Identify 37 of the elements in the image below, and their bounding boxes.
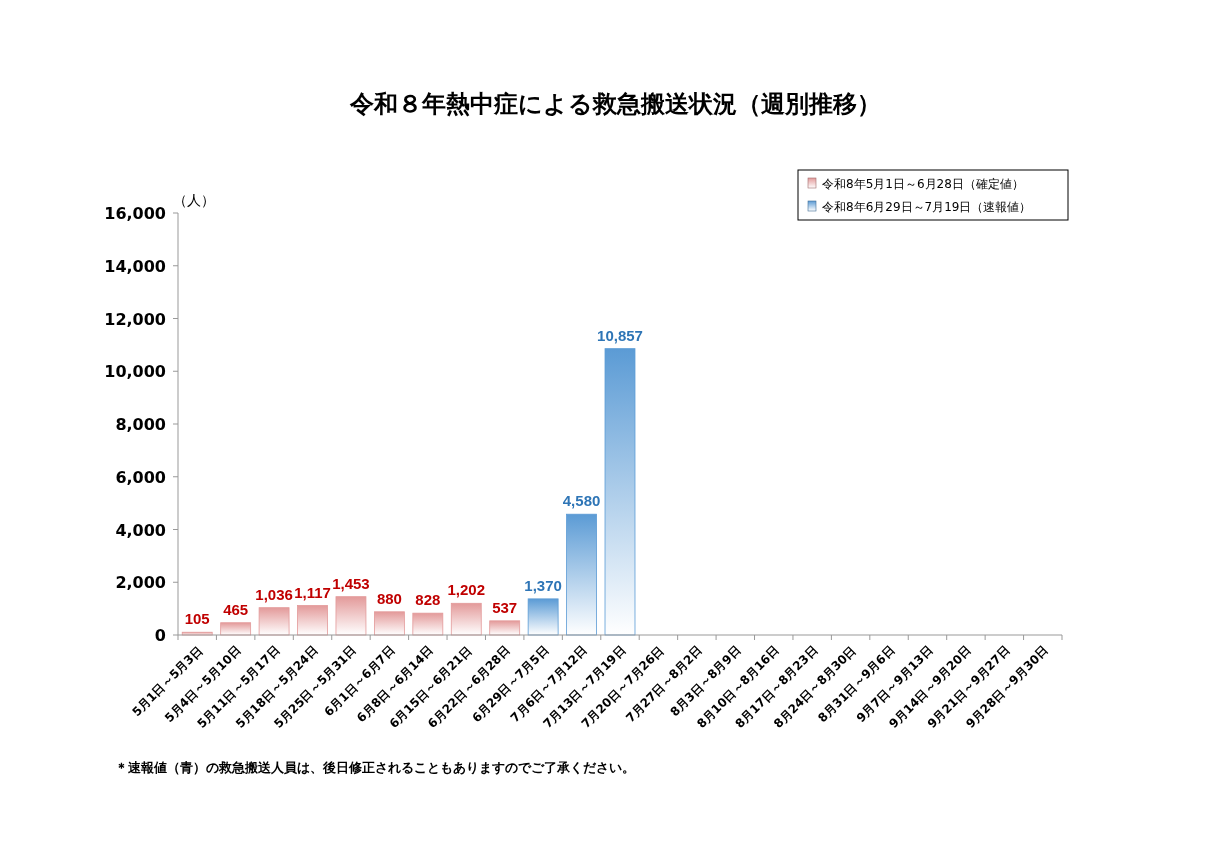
data-label: 1,117 bbox=[294, 583, 331, 601]
bar bbox=[489, 620, 521, 636]
y-tick-label: 6,000 bbox=[115, 467, 166, 487]
data-label: 1,370 bbox=[524, 576, 562, 594]
bar bbox=[297, 605, 328, 636]
bar bbox=[450, 602, 482, 636]
data-label: 1,453 bbox=[332, 574, 370, 592]
data-label: 828 bbox=[415, 591, 441, 609]
y-axis-title: （人） bbox=[173, 192, 215, 208]
y-tick-label: 2,000 bbox=[115, 573, 166, 593]
data-label: 1,036 bbox=[255, 585, 293, 603]
bar bbox=[604, 348, 636, 636]
data-label: 537 bbox=[492, 598, 518, 616]
y-tick-label: 4,000 bbox=[115, 520, 166, 540]
y-tick-label: 10,000 bbox=[104, 362, 166, 382]
bar bbox=[220, 622, 252, 636]
legend-label: 令和8年5月1日～6月28日（確定値） bbox=[822, 177, 1024, 191]
bar bbox=[374, 611, 405, 636]
data-label: 880 bbox=[376, 589, 402, 607]
bar bbox=[566, 513, 597, 636]
bar bbox=[335, 596, 367, 636]
y-tick-label: 8,000 bbox=[115, 415, 166, 434]
data-label: 105 bbox=[184, 610, 210, 628]
y-tick-label: 14,000 bbox=[104, 256, 166, 276]
legend-label: 令和8年6月29日～7月19日（速報値） bbox=[822, 200, 1032, 214]
data-label: 4,580 bbox=[562, 492, 601, 510]
y-tick-label: 12,000 bbox=[104, 309, 166, 329]
text: ＊速報値（青）の救急搬送人員は、後日修正されることもありますのでご了承ください。 bbox=[115, 760, 635, 775]
bar bbox=[412, 612, 444, 636]
data-label: 10,857 bbox=[597, 326, 643, 344]
chart-title: 令和８年熱中症による救急搬送状況（週別推移） bbox=[348, 90, 881, 118]
data-label: 1,202 bbox=[447, 581, 486, 599]
data-label: 465 bbox=[223, 600, 249, 618]
bar bbox=[527, 598, 559, 636]
y-tick-label: 0 bbox=[154, 626, 166, 645]
y-tick-label: 16,000 bbox=[104, 204, 166, 223]
bar bbox=[258, 607, 290, 636]
